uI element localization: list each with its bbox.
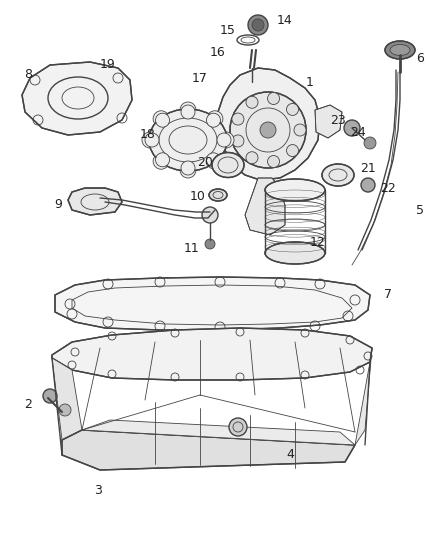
- Circle shape: [155, 113, 170, 127]
- Text: 6: 6: [416, 52, 424, 64]
- Circle shape: [181, 105, 195, 119]
- Circle shape: [218, 132, 234, 148]
- Circle shape: [142, 132, 158, 148]
- Text: 11: 11: [184, 241, 200, 254]
- Circle shape: [180, 162, 196, 178]
- Text: 14: 14: [277, 13, 293, 27]
- Text: 2: 2: [24, 399, 32, 411]
- Circle shape: [205, 239, 215, 249]
- Circle shape: [230, 92, 306, 168]
- Polygon shape: [52, 358, 82, 440]
- Ellipse shape: [149, 109, 227, 171]
- Polygon shape: [82, 420, 355, 445]
- Ellipse shape: [209, 189, 227, 201]
- Ellipse shape: [265, 242, 325, 264]
- Text: 12: 12: [310, 237, 326, 249]
- Text: 1: 1: [306, 76, 314, 88]
- Polygon shape: [62, 430, 355, 470]
- Polygon shape: [52, 328, 372, 380]
- Circle shape: [252, 19, 264, 31]
- Polygon shape: [218, 68, 320, 180]
- Circle shape: [59, 404, 71, 416]
- Polygon shape: [22, 62, 132, 135]
- Ellipse shape: [390, 44, 410, 55]
- Polygon shape: [68, 188, 122, 215]
- Circle shape: [344, 120, 360, 136]
- Circle shape: [361, 178, 375, 192]
- Circle shape: [364, 137, 376, 149]
- Polygon shape: [55, 277, 370, 330]
- Circle shape: [180, 102, 196, 118]
- Text: 3: 3: [94, 483, 102, 497]
- Circle shape: [145, 133, 159, 147]
- Circle shape: [248, 15, 268, 35]
- Polygon shape: [315, 105, 342, 138]
- Circle shape: [294, 124, 306, 136]
- Circle shape: [181, 161, 195, 175]
- Text: 20: 20: [197, 157, 213, 169]
- Circle shape: [153, 153, 169, 169]
- Circle shape: [286, 103, 299, 116]
- Text: 5: 5: [416, 204, 424, 216]
- Text: 23: 23: [330, 114, 346, 126]
- Text: 15: 15: [220, 23, 236, 36]
- Circle shape: [206, 113, 220, 127]
- Text: 7: 7: [384, 288, 392, 302]
- Text: 8: 8: [24, 69, 32, 82]
- Circle shape: [229, 418, 247, 436]
- Text: 18: 18: [140, 128, 156, 141]
- Circle shape: [207, 111, 223, 127]
- Circle shape: [286, 144, 299, 157]
- Circle shape: [153, 111, 169, 127]
- Circle shape: [202, 207, 218, 223]
- Text: 17: 17: [192, 71, 208, 85]
- Polygon shape: [245, 178, 285, 235]
- Circle shape: [43, 389, 57, 403]
- Text: 4: 4: [286, 448, 294, 462]
- Text: 19: 19: [100, 59, 116, 71]
- Text: 22: 22: [380, 182, 396, 195]
- Ellipse shape: [265, 179, 325, 201]
- Text: 16: 16: [210, 45, 226, 59]
- Circle shape: [207, 153, 223, 169]
- Circle shape: [232, 113, 244, 125]
- Text: 10: 10: [190, 190, 206, 203]
- Circle shape: [232, 135, 244, 147]
- Circle shape: [260, 122, 276, 138]
- Circle shape: [155, 153, 170, 167]
- Polygon shape: [355, 348, 372, 445]
- Ellipse shape: [322, 164, 354, 186]
- Circle shape: [217, 133, 231, 147]
- Polygon shape: [192, 118, 225, 155]
- Text: 24: 24: [350, 125, 366, 139]
- Ellipse shape: [385, 41, 415, 59]
- Ellipse shape: [212, 152, 244, 177]
- Circle shape: [206, 153, 220, 167]
- Circle shape: [268, 93, 279, 104]
- Circle shape: [246, 152, 258, 164]
- Circle shape: [246, 96, 258, 108]
- Text: 9: 9: [54, 198, 62, 212]
- Circle shape: [268, 156, 279, 167]
- Text: 21: 21: [360, 161, 376, 174]
